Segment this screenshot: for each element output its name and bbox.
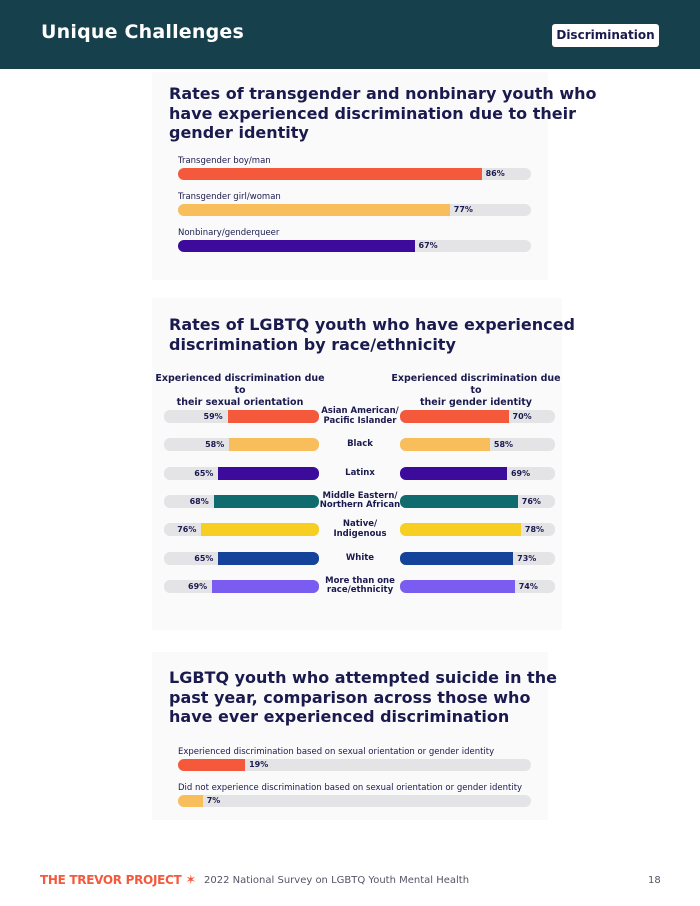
- bar-value-label: 86%: [485, 169, 505, 178]
- bar-label: Experienced discrimination based on sexu…: [178, 747, 495, 757]
- bar-track: [178, 168, 531, 180]
- category-label: Black: [347, 439, 373, 450]
- left-value-label: 58%: [205, 440, 225, 450]
- left-bar: [227, 410, 319, 423]
- left-value-label: 65%: [194, 468, 214, 478]
- right-bar: [400, 494, 518, 508]
- left-bar: [201, 523, 319, 537]
- right-bar: [400, 579, 515, 593]
- bar: [178, 795, 203, 807]
- right-value-label: 76%: [521, 496, 541, 506]
- chart-card-race-ethnicity: [152, 298, 562, 630]
- trevor-project-logo: THE TREVOR PROJECT ✶: [40, 873, 196, 888]
- category-label: White: [345, 552, 375, 563]
- right-bar-track: [400, 579, 555, 593]
- right-value-label: 69%: [510, 468, 531, 478]
- left-column-header: Experienced discrimination due to their …: [155, 373, 325, 408]
- page-header: Unique Challenges Discrimination: [0, 0, 700, 69]
- right-value-label: 78%: [524, 525, 545, 535]
- right-bar: [400, 551, 514, 565]
- bar-value-label: 7%: [206, 796, 221, 805]
- right-value-label: 58%: [493, 440, 514, 450]
- left-bar: [218, 551, 319, 565]
- left-value-label: 65%: [194, 553, 214, 563]
- left-bar: [213, 494, 319, 508]
- bar: [178, 240, 415, 252]
- right-bar-track: [400, 523, 555, 537]
- right-bar: [400, 523, 521, 537]
- right-value-label: 74%: [518, 581, 538, 591]
- chart-title: Rates of LGBTQ youth who have experience…: [169, 315, 575, 354]
- left-bar-track: [164, 438, 319, 452]
- bar-track: [178, 759, 531, 771]
- left-bar-track: [164, 410, 319, 423]
- chart-card-suicide-attempts: [152, 652, 548, 820]
- bar-label: Nonbinary/genderqueer: [178, 228, 280, 238]
- right-value-label: 73%: [517, 553, 537, 563]
- section-title: Unique Challenges: [41, 21, 245, 43]
- bar: [178, 168, 482, 180]
- bar-value-label: 67%: [418, 241, 438, 250]
- right-bar: [400, 466, 507, 480]
- bar: [178, 759, 246, 771]
- right-bar-track: [400, 494, 555, 508]
- logo-text: THE TREVOR PROJECT: [40, 873, 182, 887]
- page-number: 18: [648, 875, 661, 886]
- bar-value-label: 77%: [453, 205, 473, 214]
- chart-title: Rates of transgender and nonbinary youth…: [169, 84, 597, 142]
- topic-badge: Discrimination: [552, 24, 659, 47]
- bar-label: Transgender boy/man: [178, 156, 271, 166]
- right-column-header: Experienced discrimination due to their …: [391, 373, 561, 408]
- category-label: More than one race/ethnicity: [325, 575, 395, 596]
- left-bar-track: [164, 466, 319, 480]
- bar: [178, 204, 450, 216]
- star-icon: ✶: [185, 873, 196, 888]
- left-value-label: 68%: [189, 496, 209, 506]
- left-value-label: 76%: [177, 525, 197, 535]
- right-bar-track: [400, 466, 555, 480]
- left-value-label: 59%: [203, 412, 223, 421]
- left-bar-track: [164, 494, 319, 508]
- left-bar: [229, 438, 319, 452]
- category-label: Middle Eastern/ Northern African: [319, 490, 401, 511]
- bar-track: [178, 204, 531, 216]
- bar-track: [178, 240, 531, 252]
- right-bar: [400, 410, 509, 423]
- chart-title: LGBTQ youth who attempted suicide in the…: [169, 668, 557, 726]
- right-bar-track: [400, 551, 555, 565]
- left-value-label: 69%: [188, 581, 208, 591]
- left-bar: [218, 466, 319, 480]
- footer-publication: 2022 National Survey on LGBTQ Youth Ment…: [204, 875, 470, 886]
- category-label: Asian American/ Pacific Islander: [321, 406, 399, 426]
- right-bar: [400, 438, 490, 452]
- bar-track: [178, 795, 531, 807]
- category-label: Latinx: [345, 467, 375, 478]
- bar-label: Did not experience discrimination based …: [178, 783, 523, 793]
- left-bar-track: [164, 523, 319, 537]
- category-label: Native/ Indigenous: [333, 519, 387, 539]
- bar-value-label: 19%: [249, 760, 269, 769]
- bar-label: Transgender girl/woman: [178, 192, 281, 202]
- left-bar: [212, 579, 319, 593]
- right-bar-track: [400, 410, 555, 423]
- right-value-label: 70%: [512, 412, 532, 421]
- right-bar-track: [400, 438, 555, 452]
- left-bar-track: [164, 551, 319, 565]
- left-bar-track: [164, 579, 319, 593]
